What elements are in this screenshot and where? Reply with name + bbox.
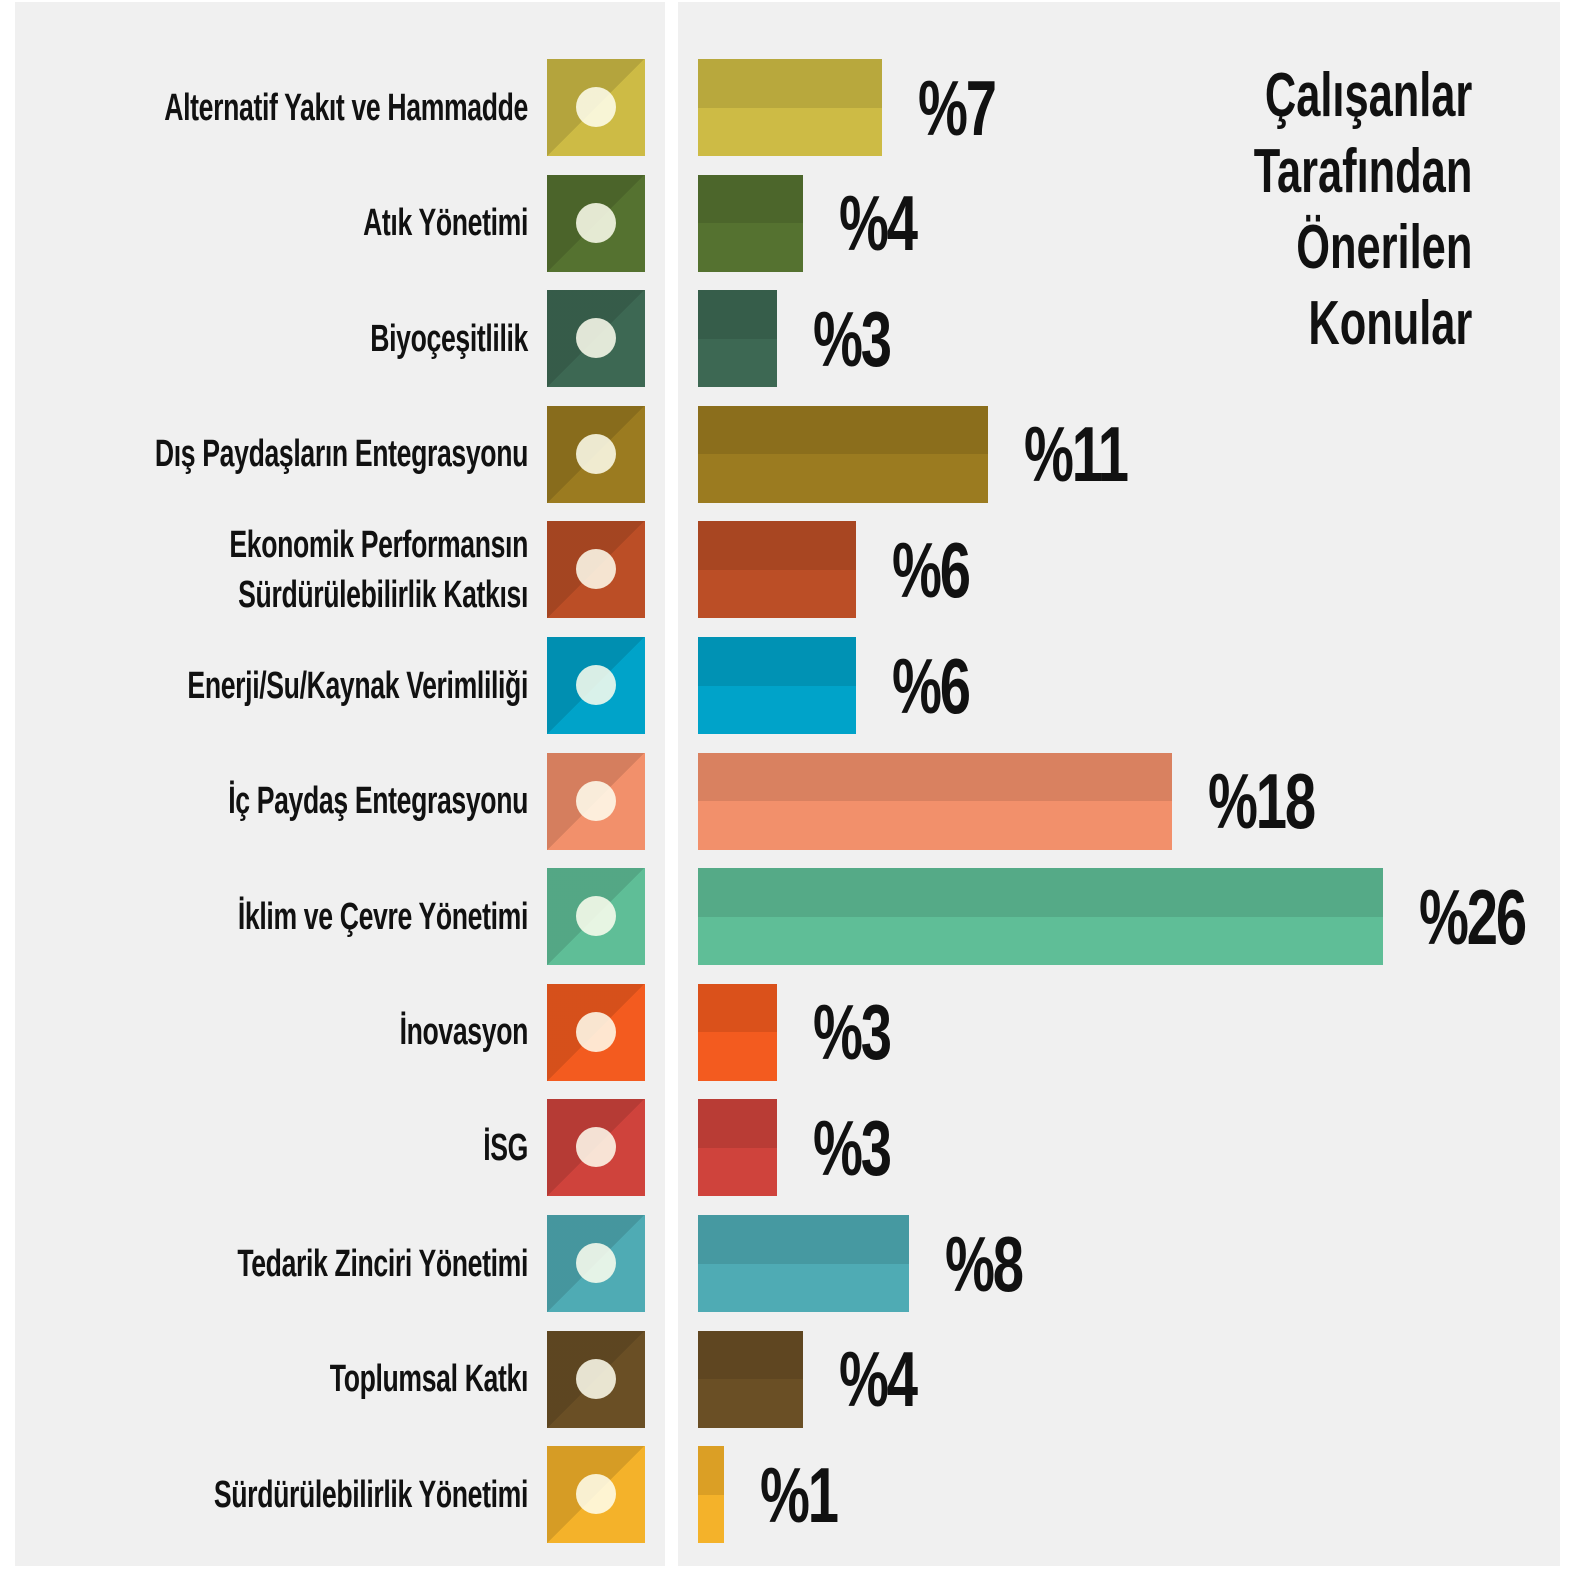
bar-shade: [698, 1215, 909, 1264]
bar: [698, 174, 804, 272]
value-label: %4: [839, 1335, 918, 1424]
bar: [698, 1446, 725, 1544]
icon: [547, 1446, 645, 1544]
icon-glyph: [576, 1243, 616, 1283]
bar-shade: [698, 174, 804, 224]
icon-glyph: [576, 87, 616, 127]
bar-shade: [698, 521, 857, 570]
bar: [698, 405, 988, 503]
bar: [698, 637, 857, 734]
value-label: %18: [1208, 757, 1316, 846]
bar-shade: [698, 1446, 725, 1495]
icon-glyph: [576, 896, 616, 937]
icon: [547, 405, 645, 503]
bar: [698, 983, 778, 1081]
icon-glyph: [576, 318, 616, 359]
value-label: %6: [892, 525, 971, 614]
icon-glyph: [576, 1127, 616, 1168]
category-label: Tedarik Zinciri Yönetimi: [237, 1242, 528, 1285]
category-label: Alternatif Yakıt ve Hammadde: [164, 86, 528, 129]
value-label: %7: [918, 63, 997, 152]
value-label: %6: [892, 641, 971, 730]
category-label: İSG: [483, 1126, 528, 1169]
icon-glyph: [576, 665, 616, 705]
category-label: Dış Paydaşların Entegrasyonu: [154, 433, 528, 476]
icon: [547, 174, 645, 272]
icon: [547, 637, 645, 734]
bar: [698, 1215, 909, 1312]
category-label: İklim ve Çevre Yönetimi: [237, 895, 528, 938]
bar: [698, 752, 1173, 850]
category-label: Sürdürülebilirlik Yönetimi: [213, 1473, 529, 1516]
bar: [698, 868, 1383, 966]
category-label: İnovasyon: [399, 1011, 529, 1054]
bar: [698, 59, 883, 156]
bar-shade: [698, 637, 857, 686]
bar: [698, 521, 857, 619]
icon-glyph: [576, 1474, 616, 1515]
category-label: İç Paydaş Entegrasyonu: [228, 780, 528, 823]
bar: [698, 290, 778, 388]
category-label: Enerji/Su/Kaynak Verimliliği: [187, 664, 529, 707]
icon: [547, 290, 645, 388]
icon-glyph: [576, 549, 616, 590]
value-label: %1: [760, 1450, 839, 1539]
bar-shade: [698, 983, 778, 1033]
value-label: %3: [813, 1103, 892, 1192]
icon-glyph: [576, 433, 616, 474]
icon: [547, 1099, 645, 1197]
bar-shade: [698, 752, 1173, 802]
value-label: %3: [813, 294, 892, 383]
bar: [698, 1099, 778, 1197]
value-label: %4: [839, 179, 918, 268]
bar: [698, 1330, 804, 1428]
icon-glyph: [576, 1358, 616, 1399]
icon: [547, 1215, 645, 1312]
icon: [547, 1330, 645, 1428]
bar-shade: [698, 1330, 804, 1380]
category-label: Ekonomik Performansın Sürdürülebilirlik …: [229, 523, 529, 616]
bar-shade: [698, 405, 988, 455]
bar-shade: [698, 59, 883, 108]
chart-title: Çalışanlar Tarafından Önerilen Konular: [1253, 61, 1473, 358]
value-label: %8: [944, 1219, 1024, 1308]
value-label: %11: [1023, 410, 1129, 499]
value-label: %3: [813, 988, 892, 1077]
value-label: %26: [1419, 872, 1527, 961]
icon: [547, 59, 645, 156]
icon-glyph: [576, 780, 616, 821]
bar-shade: [698, 1099, 778, 1148]
title-box: Çalışanlar Tarafından Önerilen Konular: [1253, 58, 1472, 362]
category-label: Atık Yönetimi: [363, 202, 528, 245]
icon: [547, 983, 645, 1081]
icon: [547, 521, 645, 619]
bar-shade: [698, 868, 1383, 917]
icon: [547, 752, 645, 850]
icon-glyph: [576, 1011, 616, 1052]
icon-glyph: [576, 202, 616, 243]
category-label: Biyoçeşitlilik: [370, 317, 528, 360]
icon: [547, 868, 645, 966]
category-label: Toplumsal Katkı: [329, 1358, 529, 1401]
bar-shade: [698, 290, 778, 339]
